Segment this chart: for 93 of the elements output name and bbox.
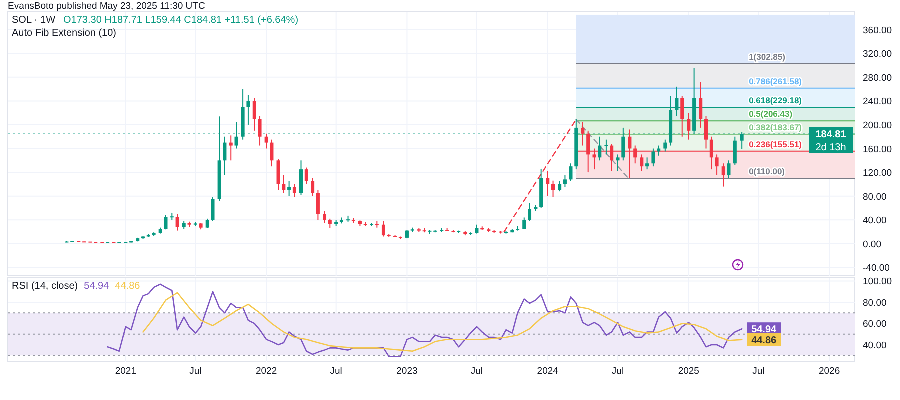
candlestick [176,214,180,232]
candlestick [206,218,210,229]
x-tick-label: Jul [470,366,484,377]
y-tick-label: 80.00 [863,192,887,203]
candlestick [270,139,274,168]
candlestick [211,197,215,222]
line-series [142,292,743,352]
candlestick [733,136,737,166]
x-tick-label: Jul [752,366,765,377]
y-tick-label: 160.00 [863,144,892,156]
candlestick [304,167,308,185]
candlestick [229,135,233,162]
candlestick [740,132,744,150]
y-tick-label: 280.00 [863,72,892,84]
data-label: 44.86 [752,335,778,346]
text: EvansBoto published May 23, 2025 11:30 UTC [8,1,206,12]
y-tick-label: 80.00 [863,298,887,309]
data-label: 54.94 [752,324,778,336]
candlestick [264,133,268,150]
candlestick [646,157,650,170]
y-tick-label: 320.00 [863,49,892,60]
candlestick [552,180,556,198]
candlestick [687,112,691,140]
candlestick [558,180,562,192]
candlestick [727,160,731,179]
ref-line-label: 0.618(229.18) [749,96,802,106]
x-tick-label: 2022 [256,366,278,377]
candlestick [300,160,304,196]
candlestick [563,175,567,188]
text: 54.94 [84,281,110,292]
candlestick [311,178,315,197]
x-tick-label: 2023 [396,366,418,377]
ref-line-label: 0.382(183.67) [749,122,802,133]
candlestick [699,82,703,128]
annotation: 2d 13h [816,142,846,154]
candlestick [288,180,292,197]
candlestick [664,139,668,152]
candlestick [223,136,227,176]
x-tick-label: Jul [190,366,202,377]
candlestick [292,184,296,198]
y-tick-label: 120.00 [863,168,892,180]
ref-line-label: 1(302.85) [749,52,786,62]
line-series [107,284,743,358]
x-tick-label: 2024 [537,366,558,377]
candlestick [616,154,620,172]
candlestick [528,202,532,222]
candlestick [569,163,573,182]
y-tick-label: 200.00 [863,120,892,132]
candlestick [581,122,585,146]
y-tick-label: 40.00 [863,340,887,352]
chart-subtitle: O173.30 H187.71 L159.44 C184.81 +11.51 (+6.64%) [64,15,299,26]
y-tick-label: 240.00 [863,96,892,108]
candlestick [164,214,168,230]
candlestick [323,210,327,224]
candlestick [680,96,684,138]
x-tick-label: 2025 [678,366,700,377]
ref-line-label: 0.786(261.58) [749,76,802,86]
annotation: Auto Fib Extension (10) [12,28,116,39]
candlestick [328,218,332,229]
y-tick-label: 0.00 [863,239,882,250]
text: 44.86 [115,281,140,292]
x-tick-label: 2021 [115,366,136,377]
candlestick [652,148,656,168]
candlestick [704,116,708,150]
y-tick-label: -40.00 [863,263,890,274]
candlestick [722,163,726,188]
candlestick [316,190,320,221]
candlestick [246,94,250,126]
candlestick [640,154,644,172]
candlestick [276,158,280,191]
candlestick [604,139,608,156]
candlestick [258,116,262,146]
candlestick [715,154,719,176]
candlestick [282,175,286,194]
y-tick-label: 100.00 [863,276,892,288]
ref-line-label: 0.5(206.43) [749,109,793,120]
candlestick [598,136,602,162]
candlestick [252,98,256,132]
y-tick-label: 60.00 [863,319,887,330]
ref-line-label: 0(110.00) [749,166,786,176]
chart-title: SOL · 1W [12,15,56,26]
ref-line-label: 184.81 [816,130,847,141]
x-tick-label: Jul [612,366,624,377]
candlestick [382,220,386,238]
x-tick-label: 2026 [818,366,840,377]
ref-line-label: 0.236(155.51) [749,139,802,150]
y-tick-label: 40.00 [863,216,887,227]
chart-title: RSI (14, close) [12,281,78,292]
x-tick-label: Jul [330,366,342,377]
candlestick [234,122,238,150]
candlestick [546,170,550,197]
candlestick [622,127,626,162]
y-tick-label: 360.00 [863,25,892,36]
